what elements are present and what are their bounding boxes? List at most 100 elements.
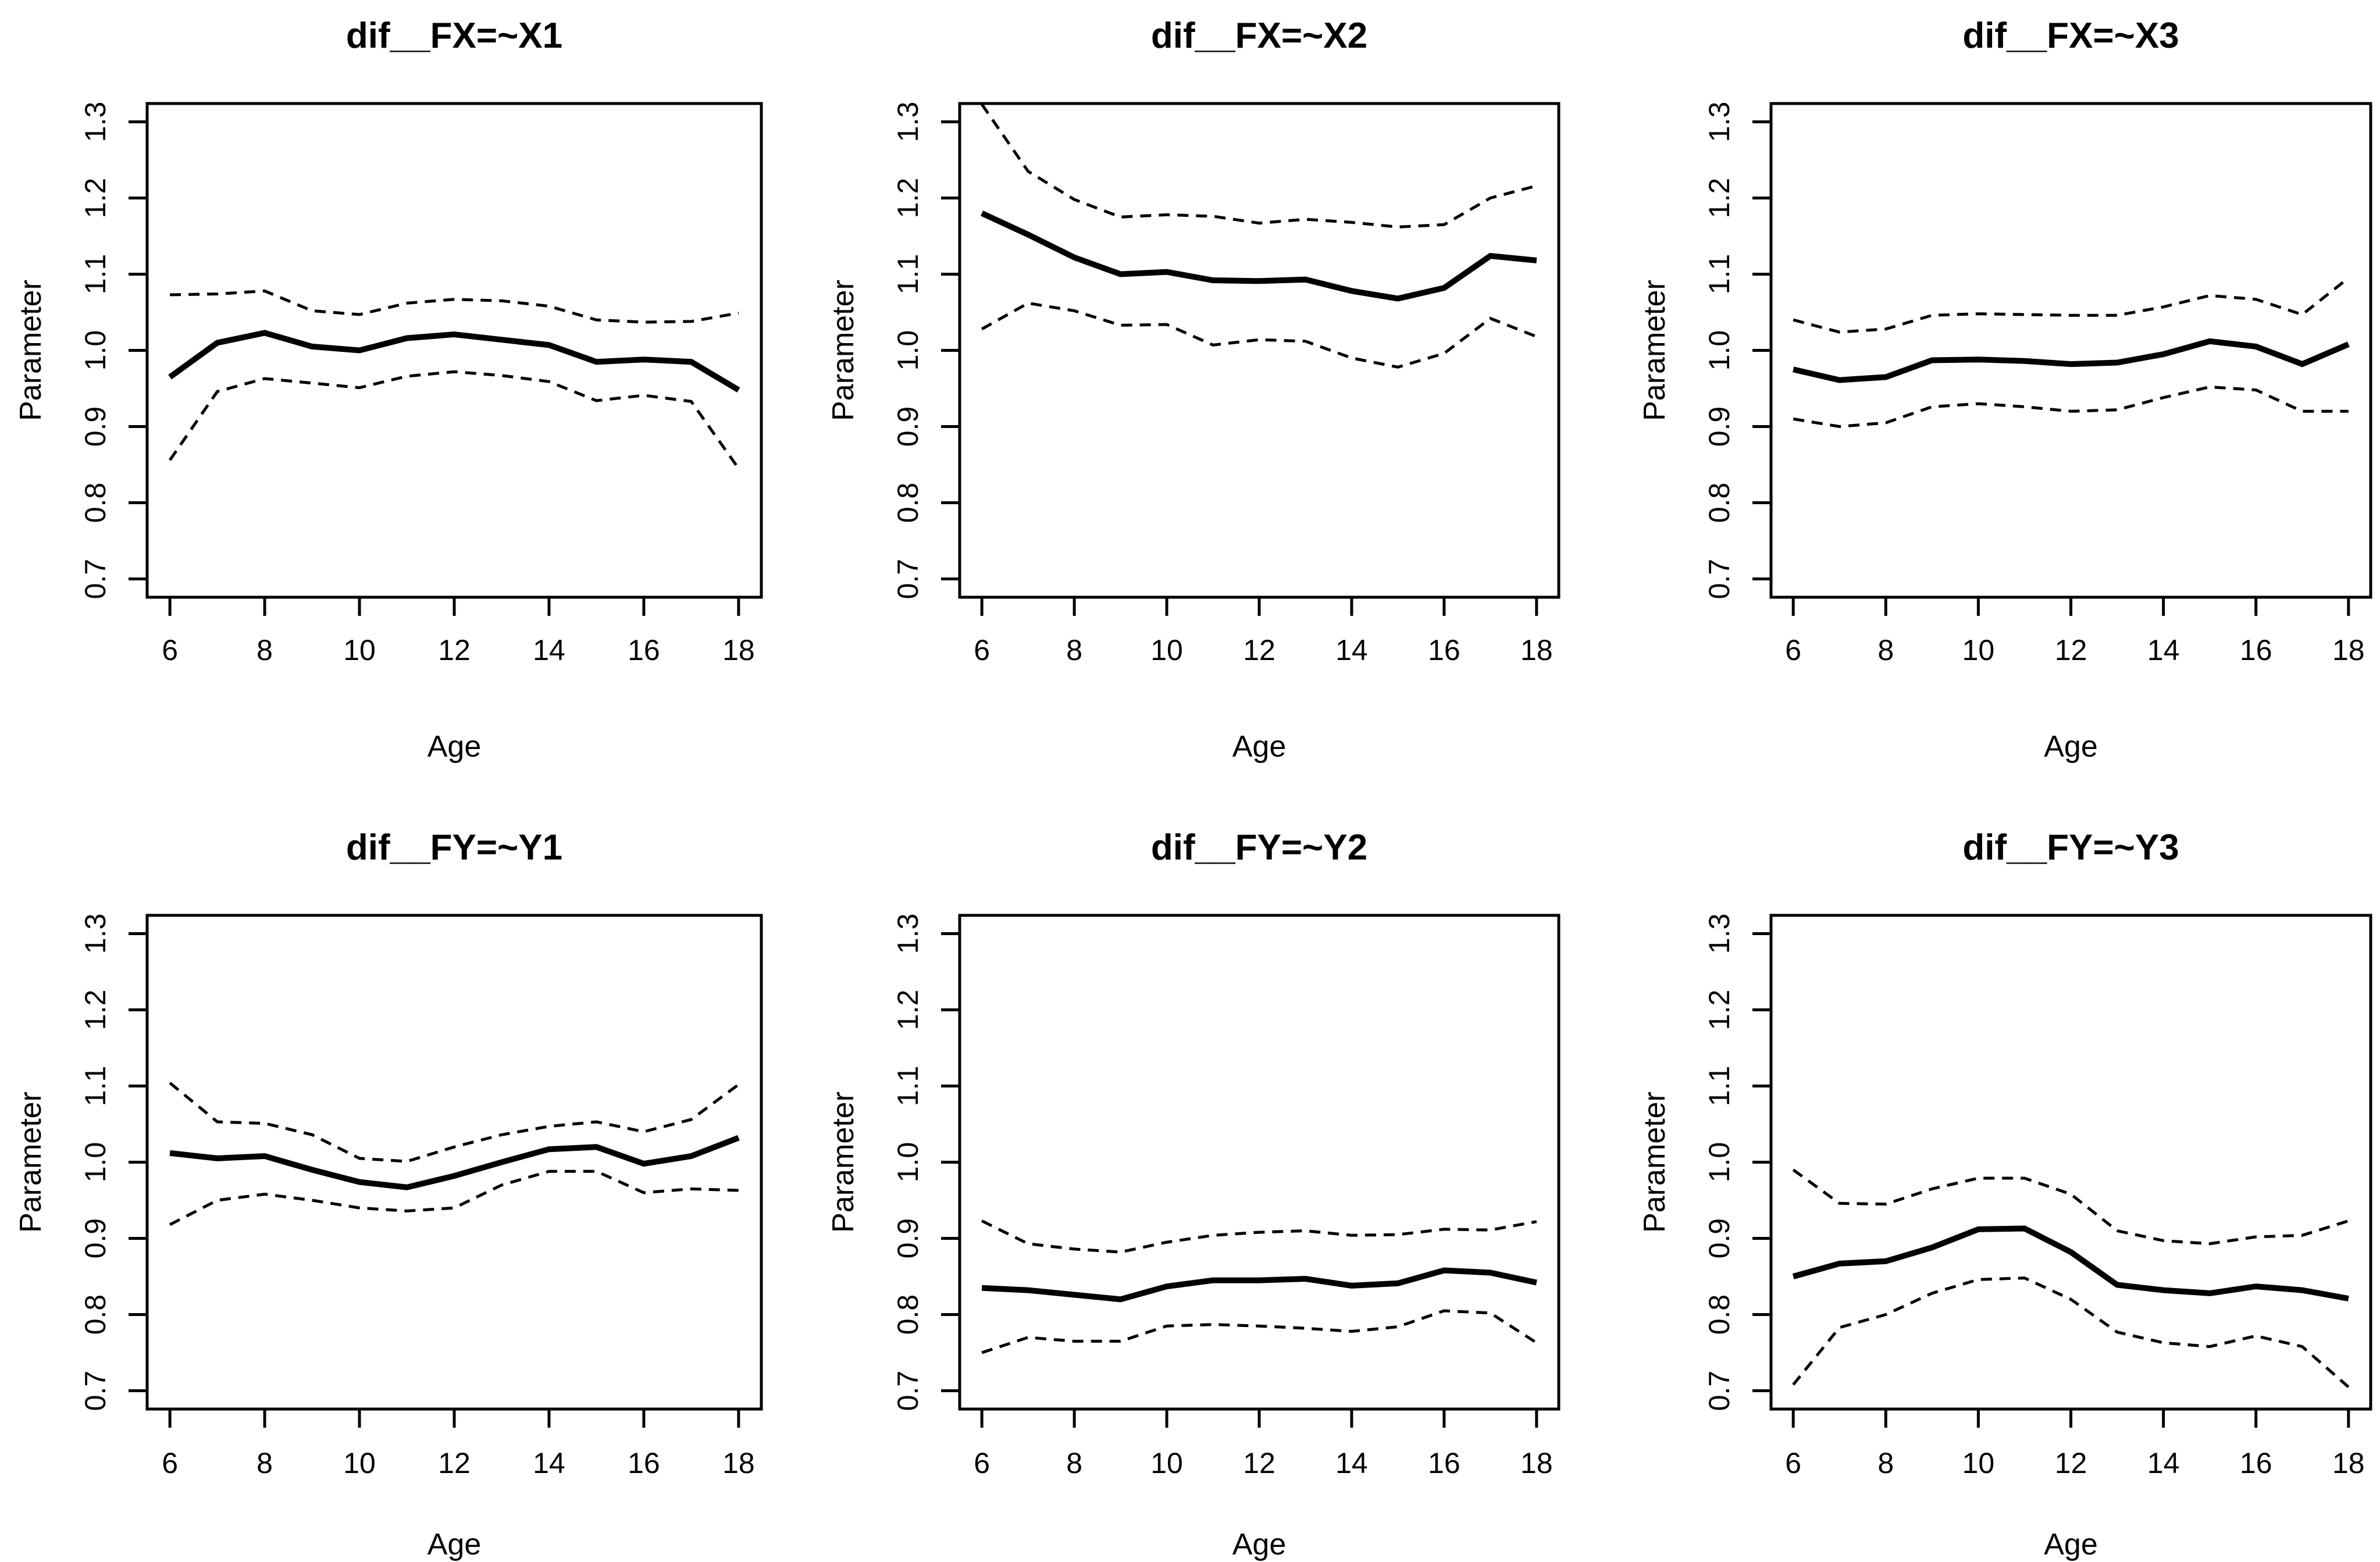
estimate-line [981,211,1537,302]
y-axis-tick-label: 0.9 [892,1218,924,1259]
x-axis-tick-label: 16 [1428,634,1460,666]
y-axis-tick-label: 1.3 [892,102,924,142]
x-axis-tick-label: 18 [1520,1447,1553,1479]
lower-confidence-band-line [981,301,1537,369]
x-axis-tick-label: 10 [1962,1447,1995,1479]
y-axis-tick-label: 0.7 [1703,559,1736,600]
x-axis-tick-label: 6 [162,634,178,666]
y-axis-tick-label: 1.3 [79,914,112,954]
plot-panel-dif-fx-x1: dif__FX=~X1 6 8 10 12 14 16 18 0.7 0.8 0.9 1.0 1.1 1.… [0,0,793,781]
x-axis-tick-label: 14 [2147,634,2180,666]
estimate-line [981,1267,1537,1303]
x-axis-tick-label: 10 [1150,634,1183,666]
x-axis-tick-label: 16 [628,1447,660,1479]
x-axis-tick-label: 16 [2240,1447,2272,1479]
y-axis-tick-label: 1.1 [892,254,924,295]
y-axis-label: Parameter [826,1092,860,1233]
y-axis-tick-label: 1.1 [1703,254,1736,295]
y-axis-tick-label: 1.0 [892,1142,924,1183]
lower-confidence-band-line [981,1309,1538,1354]
y-axis-tick-label: 1.3 [1703,914,1736,954]
plot-box [145,102,763,599]
upper-confidence-band-line [981,1219,1537,1254]
lower-confidence-band-line [1793,385,2349,429]
y-axis-tick-label: 1.3 [1703,102,1736,142]
y-axis-tick-label: 0.9 [1703,406,1736,447]
lower-confidence-band-line [1792,1276,2350,1388]
y-axis-tick-label: 0.9 [892,406,924,447]
plot-title: dif__FY=~Y1 [346,828,562,868]
x-axis-tick-label: 6 [1785,634,1801,666]
y-axis-label: Parameter [1638,1092,1672,1233]
y-axis-tick-label: 1.2 [892,178,924,219]
x-axis-tick-label: 18 [1520,634,1553,666]
upper-confidence-band-line [981,103,1537,229]
plot-title: dif__FX=~X1 [346,16,562,56]
y-axis-tick-label: 1.0 [1703,1142,1736,1183]
plot-title: dif__FX=~X2 [1151,16,1367,56]
x-axis-tick-label: 8 [256,634,273,666]
x-axis-tick-label: 10 [343,1447,376,1479]
y-axis-tick-label: 0.7 [892,1371,924,1411]
plot-canvas-1: dif__FX=~X1 6 8 10 12 14 16 18 0.7 0.8 0.9 1.0 1.1 1.… [14,16,763,764]
x-axis-tick-label: 6 [162,1447,178,1479]
x-axis-tick-label: 18 [2332,1447,2365,1479]
plot-box [958,914,1560,1411]
plot-box [958,102,1560,599]
x-axis-tick-label: 18 [722,1447,755,1479]
x-axis-tick-label: 10 [343,634,376,666]
plot-canvas-2: dif__FX=~X2 6 8 10 12 14 16 18 0.7 0.8 0.9 1.0 1.1 1.… [826,16,1560,764]
x-axis-tick-label: 14 [2147,1447,2180,1479]
y-axis-label: Parameter [14,1092,48,1233]
y-axis-tick-label: 0.8 [1703,1294,1736,1335]
x-axis-label: Age [427,730,482,764]
y-axis-label: Parameter [826,280,860,421]
plot-canvas-4: dif__FY=~Y1 6 8 10 12 14 16 18 0.7 0.8 0.9 1.0 1.1 1.… [14,828,763,1561]
x-axis-label: Age [1232,1528,1287,1561]
x-axis-tick-label: 8 [1066,634,1082,666]
y-axis-tick-label: 0.8 [892,483,924,523]
plot-panel-dif-fy-y1: dif__FY=~Y1 6 8 10 12 14 16 18 0.7 0.8 0.9 1.0 1.1 1.… [0,781,793,1562]
x-axis-label: Age [1232,730,1287,764]
x-axis-tick-label: 18 [2332,634,2365,666]
x-axis-tick-label: 18 [722,634,755,666]
x-axis-tick-label: 16 [1428,1447,1460,1479]
x-axis-tick-label: 12 [438,634,471,666]
y-axis-tick-label: 0.9 [79,1218,112,1259]
x-axis-label: Age [2044,1528,2098,1561]
y-axis-tick-label: 1.2 [1703,178,1736,219]
upper-confidence-band-line [1792,1168,2349,1246]
estimate-line [169,1135,740,1190]
y-axis-tick-label: 1.1 [79,1066,112,1107]
plot-panel-dif-fy-y3: dif__FY=~Y3 6 8 10 12 14 16 18 0.7 0.8 0.9 1.0 1.1 1.… [1587,781,2380,1562]
plot-canvas-5: dif__FY=~Y2 6 8 10 12 14 16 18 0.7 0.8 0.9 1.0 1.1 1.… [826,828,1560,1561]
y-axis-tick-label: 0.8 [892,1294,924,1335]
upper-confidence-band-line [1793,277,2350,334]
y-axis-tick-label: 1.0 [79,1142,112,1183]
x-axis-tick-label: 14 [1335,1447,1368,1479]
plot-title: dif__FY=~Y2 [1151,828,1367,868]
y-axis-tick-label: 0.7 [79,559,112,600]
upper-confidence-band-line [170,289,739,324]
x-axis-tick-label: 12 [438,1447,471,1479]
y-axis-tick-label: 0.8 [1703,483,1736,523]
plot-title: dif__FX=~X3 [1962,16,2179,56]
plot-title: dif__FY=~Y3 [1962,828,2179,868]
estimate-line [1792,1225,2349,1301]
plot-canvas-6: dif__FY=~Y3 6 8 10 12 14 16 18 0.7 0.8 0.9 1.0 1.1 1.… [1638,828,2372,1561]
x-axis-tick-label: 16 [2240,634,2272,666]
x-axis-tick-label: 8 [1877,1447,1894,1479]
x-axis-tick-label: 8 [256,1447,273,1479]
x-axis-tick-label: 10 [1962,634,1995,666]
plot-panel-dif-fy-y2: dif__FY=~Y2 6 8 10 12 14 16 18 0.7 0.8 0.9 1.0 1.1 1.… [793,781,1587,1562]
x-axis-tick-label: 8 [1877,634,1894,666]
x-axis-tick-label: 12 [1243,634,1275,666]
x-axis-tick-label: 14 [1335,634,1368,666]
y-axis-tick-label: 0.9 [1703,1218,1736,1259]
y-axis-label: Parameter [14,280,48,421]
x-axis-label: Age [2044,730,2098,764]
x-axis-tick-label: 12 [1243,1447,1275,1479]
x-axis-tick-label: 12 [2055,1447,2087,1479]
estimate-line [1793,338,2350,383]
